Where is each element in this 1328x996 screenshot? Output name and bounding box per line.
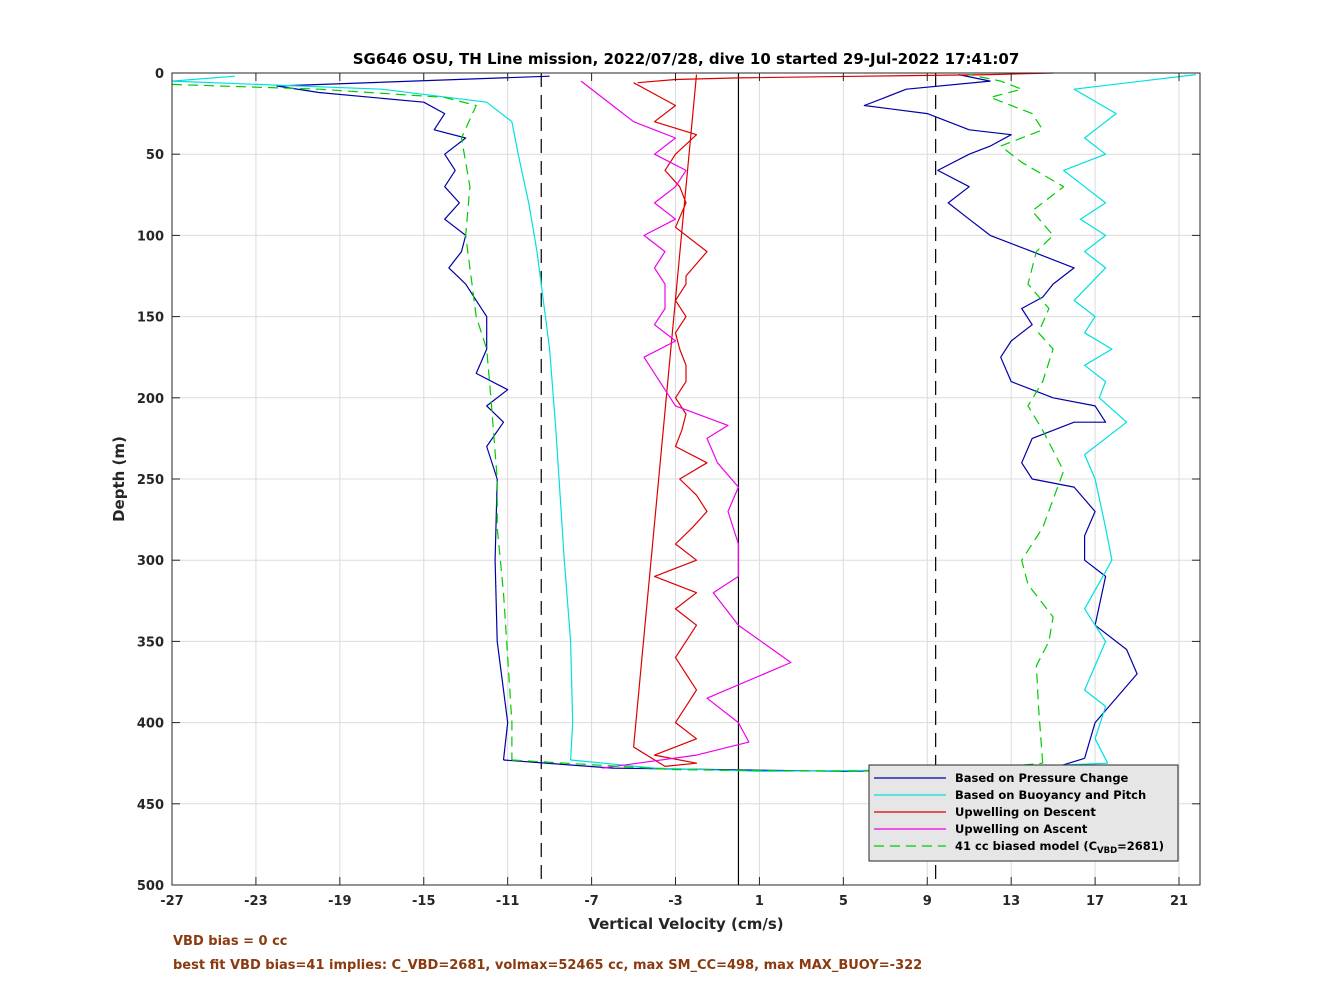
ticks: -27 -23 -19 -15 -11 -7 -3 1 5 9 13 17 21 0 50 100 150 200… [137,67,1200,909]
x-tick-label: 21 [1170,894,1188,909]
y-tick-label: 450 [137,798,164,813]
y-tick-label: 400 [137,717,164,732]
legend: Based on Pressure Change Based on Buoyanc… [868,764,1179,862]
x-tick-label: -23 [244,894,268,909]
chart-title: SG646 OSU, TH Line mission, 2022/07/28, … [353,50,1020,68]
y-tick-label: 200 [137,392,164,407]
legend-box [868,764,1179,862]
x-tick-label: -7 [584,894,598,909]
y-tick-label: 500 [137,879,164,894]
series-line [171,75,574,761]
series-line [632,74,708,768]
x-tick-label: 1 [755,894,764,909]
legend-entry: Based on Buoyancy and Pitch [955,788,1146,802]
y-tick-label: 350 [137,635,164,650]
x-tick-label: 9 [923,894,932,909]
y-tick-label: 150 [137,311,164,326]
series-line [1062,74,1196,764]
series-line [580,80,792,769]
series-line [863,74,1138,759]
y-tick-label: 300 [137,554,164,569]
y-tick-label: 0 [155,67,164,82]
y-axis-label: Depth (m) [110,436,128,522]
x-axis-label: Vertical Velocity (cm/s) [588,915,783,933]
x-tick-label: -27 [160,894,184,909]
legend-entry: Upwelling on Descent [955,805,1096,819]
legend-entry: Based on Pressure Change [955,771,1129,785]
grid [171,72,1200,886]
vbd-bias-note: VBD bias = 0 cc [173,934,288,949]
series-layer [171,72,1196,772]
series-line [276,75,550,761]
legend-entry: Upwelling on Ascent [955,822,1088,836]
reference-lines [540,73,937,885]
series-line [969,74,1065,764]
x-tick-label: -3 [668,894,682,909]
x-tick-label: -19 [328,894,352,909]
x-tick-label: 17 [1086,894,1104,909]
series-line [637,72,1054,84]
best-fit-note: best fit VBD bias=41 implies: C_VBD=2681… [173,958,923,973]
series-line [171,83,513,760]
y-tick-label: 50 [146,148,164,163]
x-tick-label: 5 [839,894,848,909]
y-tick-label: 100 [137,229,164,244]
x-tick-label: 13 [1002,894,1020,909]
x-tick-label: -15 [412,894,436,909]
y-tick-label: 250 [137,473,164,488]
x-tick-label: -11 [496,894,520,909]
legend-entry: 41 cc biased model (CVBD=2681) [955,839,1164,856]
